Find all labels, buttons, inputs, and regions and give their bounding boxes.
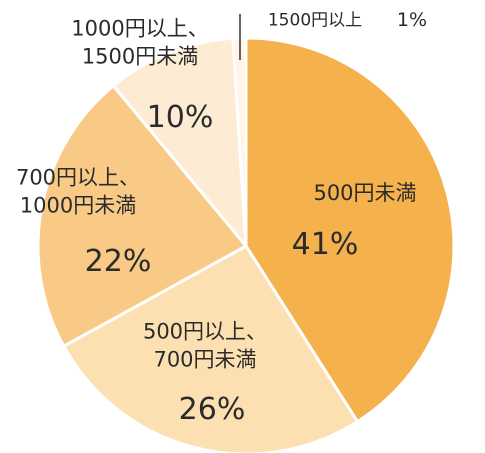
value-label: 22% — [84, 243, 152, 279]
value-label: 41% — [291, 226, 359, 262]
category-label: 500円以上、 700円未満 — [142, 319, 268, 372]
value-label: 1% — [396, 9, 428, 32]
category-label: 1500円以上 — [267, 10, 363, 31]
category-label: 1000円以上、 1500円未満 — [71, 16, 209, 69]
category-label: 700円以上、 1000円未満 — [15, 165, 141, 218]
pie-slice — [111, 36, 248, 251]
pie-slice — [36, 83, 249, 349]
pie-slice — [61, 244, 360, 453]
category-label: 500円未満 — [313, 180, 417, 205]
value-label: 26% — [178, 391, 246, 427]
value-label: 10% — [146, 99, 214, 135]
